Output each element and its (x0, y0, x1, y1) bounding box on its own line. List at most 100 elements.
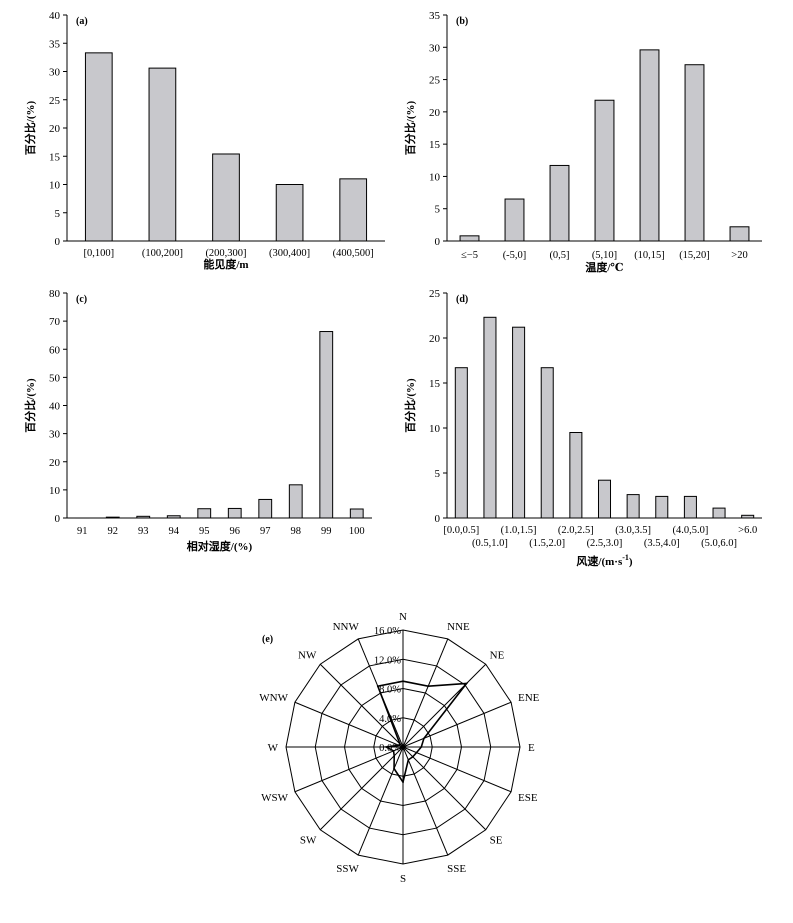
y-tick-label: 10 (429, 171, 441, 183)
x-tick-label: (200,300] (205, 248, 246, 259)
panel-label: (e) (262, 634, 273, 645)
bar-b-5 (684, 64, 705, 242)
y-tick-label: 0 (435, 236, 441, 248)
y-tick-label: 70 (49, 316, 61, 328)
radar-spoke (319, 746, 404, 831)
x-tick-label: 99 (321, 526, 332, 537)
bar-d-6 (626, 494, 640, 519)
y-tick-label: 35 (49, 38, 61, 50)
x-tick-label: (0.5,1.0] (472, 538, 508, 549)
radar-spoke (319, 663, 404, 748)
radar-spoke (402, 746, 449, 856)
y-axis-label: 百分比/(%) (403, 378, 417, 433)
x-tick-label: (4.0,5.0] (672, 525, 708, 536)
x-tick-label: [0,100] (83, 248, 114, 259)
x-tick-label: 96 (230, 526, 241, 537)
y-tick-label: 5 (55, 208, 61, 220)
x-axis-label-main: 风速/(m·s (576, 554, 623, 568)
radar-direction-label: NNW (333, 621, 360, 633)
radar-point-SE (412, 756, 414, 758)
radar-direction-label: S (400, 873, 406, 885)
bar-d-10 (741, 514, 755, 519)
y-tick-label: 20 (49, 457, 61, 469)
radar-ring-label: 16.0% (374, 626, 401, 637)
bar-d-2 (512, 326, 526, 519)
radar-point-N (402, 680, 404, 682)
radar-direction-label: NW (298, 649, 317, 661)
bar-c-1 (105, 516, 120, 519)
chart-panel-b: 0 5 10 15 20 25 30 35 ≤−5 (-5,0] (0,5] (5,10] (10,15… (403, 10, 762, 274)
y-tick-label: 25 (429, 288, 441, 300)
y-tick-label: 30 (49, 429, 61, 441)
y-axis-label: 百分比/(%) (403, 100, 417, 155)
bar-c-6 (258, 498, 273, 519)
y-tick-label: 5 (435, 204, 441, 216)
y-tick-label: 10 (49, 180, 61, 192)
x-axis-label: 风速/(m·s-1) (576, 553, 633, 568)
radar-direction-label: N (399, 611, 407, 623)
bar-d-4 (569, 432, 583, 519)
y-tick-label: 15 (429, 378, 441, 390)
x-axis-label-end: ) (629, 556, 633, 568)
chart-panel-c: 0 10 20 30 40 50 60 70 80 91 92 93 94 95 96 97 98 99 100 (c… (23, 288, 372, 553)
radar-point-WNW (398, 744, 400, 747)
y-tick-label: 20 (49, 123, 61, 135)
y-tick-label: 30 (429, 42, 441, 54)
panel-label: (b) (456, 16, 468, 27)
chart-panel-a: 0 5 10 15 20 25 30 35 40 [0,100] (100,200] (200,300… (23, 10, 385, 271)
y-tick-label: 25 (429, 75, 441, 87)
bar-d-5 (597, 479, 612, 519)
radar-spoke (402, 638, 449, 748)
x-tick-label: (300,400] (269, 248, 310, 259)
bar-c-8 (319, 331, 334, 519)
radar-spoke (402, 746, 512, 793)
y-tick-label: 10 (49, 485, 61, 497)
bar-c-4 (197, 508, 212, 519)
bar-a-4 (339, 178, 368, 242)
radar-spoke (357, 746, 404, 856)
x-tick-label: (5.0,6.0] (701, 538, 737, 549)
y-tick-label: 15 (49, 151, 61, 163)
radar-point-NE (465, 682, 468, 685)
bar-a-1 (148, 67, 177, 242)
x-axis-label: 温度/℃ (585, 260, 623, 274)
radar-point-E (420, 746, 423, 748)
x-tick-label: (3.5,4.0] (644, 538, 680, 549)
radar-point-NNW (377, 685, 379, 687)
x-tick-label: (10,15] (634, 250, 665, 261)
y-tick-label: 20 (429, 333, 441, 345)
x-tick-label: (5,10] (592, 250, 617, 261)
chart-panel-d: 0 5 10 15 20 25 [0.0,0.5] (0.5,1.0] (1.0,1.5] (1.… (403, 288, 762, 568)
x-tick-label: 95 (199, 526, 210, 537)
panel-label: (a) (76, 16, 88, 27)
radar-direction-label: WSW (261, 792, 289, 804)
y-tick-label: 40 (49, 401, 61, 413)
radar-spoke (294, 746, 404, 793)
bar-b-3 (594, 99, 615, 242)
bar-b-0 (459, 235, 480, 242)
y-tick-label: 15 (429, 139, 441, 151)
radar-point-W (385, 746, 387, 748)
x-tick-label: (400,500] (333, 248, 374, 259)
x-axis-label: 相对湿度/(%) (187, 539, 253, 553)
bar-a-0 (84, 52, 113, 242)
radar-ring-label: 4.0% (379, 714, 401, 725)
x-tick-label: 92 (108, 526, 119, 537)
y-tick-label: 25 (49, 95, 61, 107)
x-tick-label: 93 (138, 526, 149, 537)
y-tick-label: 0 (55, 236, 61, 248)
x-tick-label: ≤−5 (461, 250, 478, 261)
x-axis-label: 能见度/m (203, 257, 248, 271)
y-tick-label: 0 (435, 513, 441, 525)
x-tick-label: 100 (349, 526, 365, 537)
y-tick-label: 20 (429, 107, 441, 119)
radar-point-SSE (407, 759, 410, 761)
y-tick-label: 80 (49, 288, 61, 300)
x-tick-label: >6.0 (738, 525, 757, 536)
radar-direction-label: SSE (447, 863, 466, 875)
radar-spoke (294, 701, 404, 748)
radar-point-SSW (393, 767, 395, 770)
x-tick-label: (1.0,1.5] (501, 525, 537, 536)
y-tick-label: 35 (429, 10, 441, 22)
radar-direction-label: ESE (518, 792, 538, 804)
